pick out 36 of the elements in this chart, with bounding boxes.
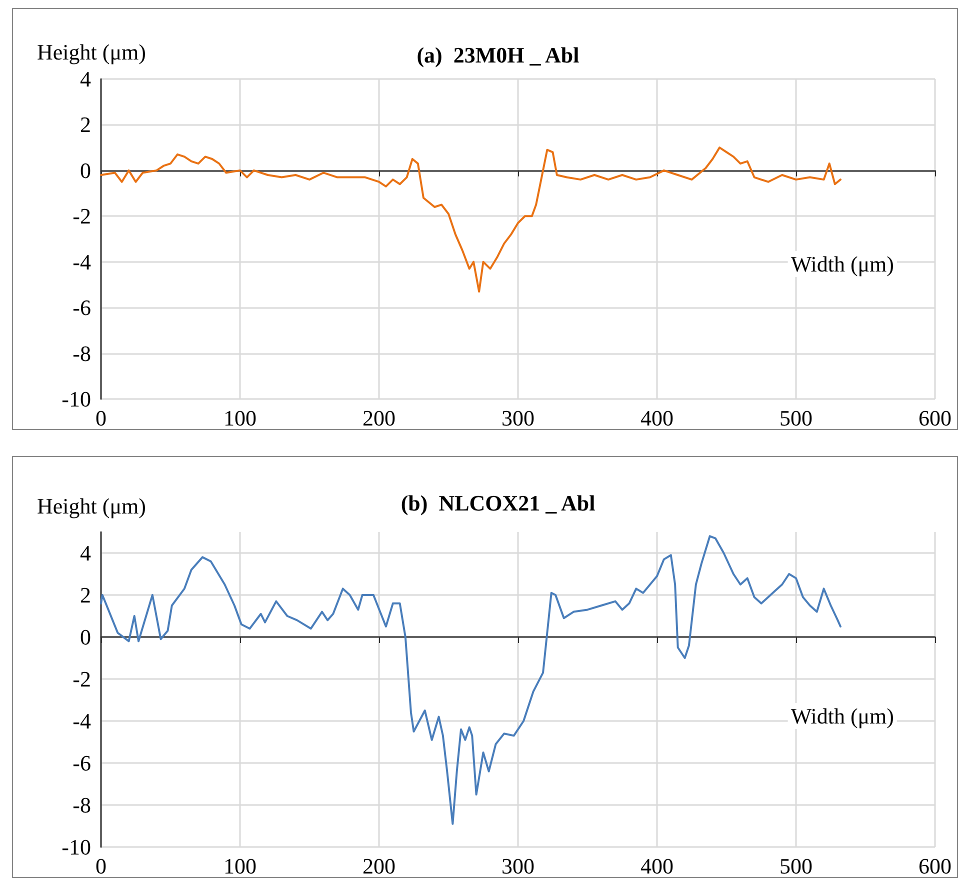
y-tick-label: -10	[62, 834, 91, 860]
y-tick-label: 0	[80, 624, 91, 650]
y-tick-label: -8	[72, 340, 91, 366]
x-tick-label: 300	[502, 406, 534, 430]
y-tick-label: -4	[72, 249, 91, 274]
y-tick-label: -2	[72, 666, 91, 692]
x-axis-title: Width (μm)	[790, 252, 894, 276]
y-tick-label: -10	[62, 386, 91, 412]
x-tick-label: 0	[96, 406, 106, 430]
y-tick-label: 2	[80, 112, 91, 138]
x-tick-label: 500	[780, 854, 812, 878]
x-tick-label: 600	[918, 854, 952, 878]
chart-title: (b) NLCOX21 _ Abl	[400, 490, 596, 516]
y-tick-label: -6	[72, 295, 91, 320]
x-tick-label: 400	[640, 406, 674, 430]
x-tick-label: 200	[362, 406, 396, 430]
x-tick-label: 200	[362, 854, 396, 878]
y-tick-label: -2	[72, 204, 91, 229]
y-axis-title: Height (μm)	[37, 40, 146, 64]
y-tick-label: 4	[80, 540, 91, 566]
y-tick-label: -6	[72, 750, 91, 776]
y-tick-label: -4	[72, 708, 91, 734]
x-tick-label: 100	[224, 406, 256, 430]
x-tick-label: 500	[780, 406, 812, 430]
x-axis-title: Width (μm)	[790, 704, 894, 728]
y-tick-label: 0	[80, 158, 91, 183]
x-tick-label: 0	[96, 854, 106, 878]
y-tick-label: 4	[80, 66, 91, 92]
y-axis-title: Height (μm)	[37, 494, 146, 518]
x-tick-label: 400	[640, 854, 674, 878]
y-tick-label: -8	[72, 792, 91, 818]
x-tick-label: 100	[224, 854, 256, 878]
x-tick-label: 300	[502, 854, 534, 878]
y-tick-label: 2	[80, 582, 91, 608]
chart-title: (a) 23M0H _ Abl	[416, 42, 580, 68]
x-tick-label: 600	[918, 406, 952, 430]
